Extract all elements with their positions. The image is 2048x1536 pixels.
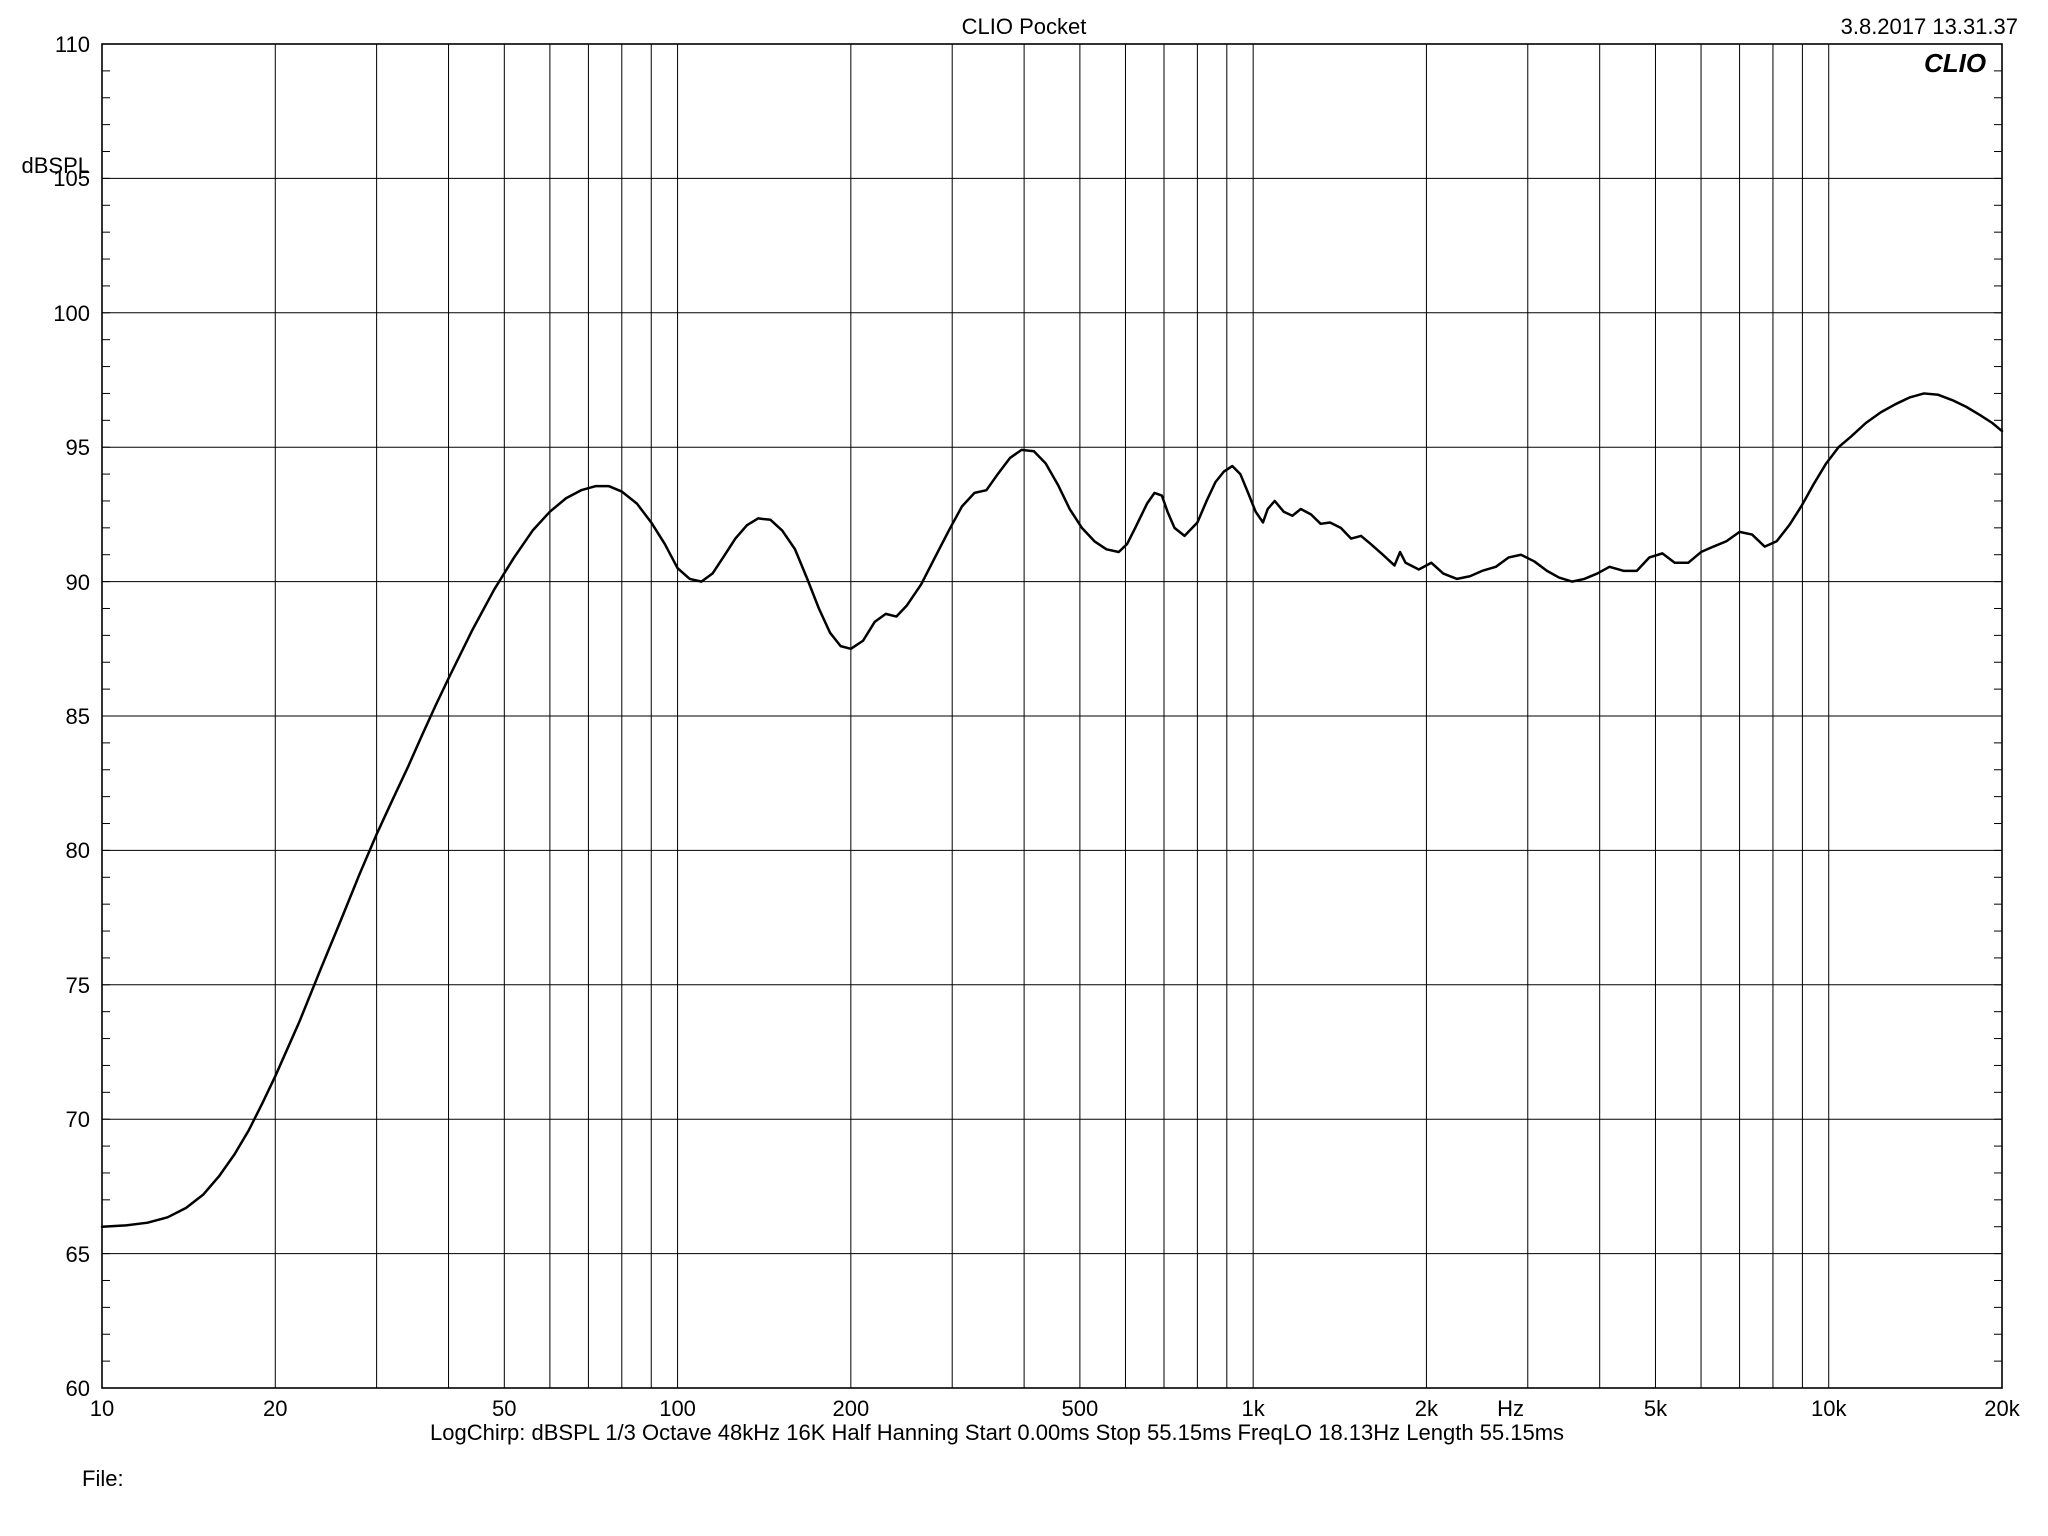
x-tick-label: 500 [1062,1396,1099,1422]
file-label: File: [82,1466,124,1492]
y-axis-unit: dBSPL [0,153,90,179]
y-tick-label: 95 [0,435,90,461]
y-tick-label: 90 [0,570,90,596]
y-tick-label: 110 [0,32,90,58]
x-tick-label: 20 [263,1396,287,1422]
x-tick-label: 10 [90,1396,114,1422]
frequency-response-chart [0,0,2048,1536]
y-tick-label: 75 [0,973,90,999]
x-tick-label: 100 [659,1396,696,1422]
chart-title: CLIO Pocket [0,14,2048,40]
y-tick-label: 85 [0,704,90,730]
x-tick-label: 2k [1415,1396,1438,1422]
y-tick-label: 80 [0,838,90,864]
clio-brand: CLIO [1924,48,1986,79]
y-tick-label: 65 [0,1242,90,1268]
measurement-info: LogChirp: dBSPL 1/3 Octave 48kHz 16K Hal… [430,1420,1564,1446]
x-tick-label: 10k [1811,1396,1846,1422]
x-tick-label: 1k [1242,1396,1265,1422]
x-tick-label: 50 [492,1396,516,1422]
y-tick-label: 100 [0,301,90,327]
timestamp-label: 3.8.2017 13.31.37 [1841,14,2018,40]
y-tick-label: 70 [0,1107,90,1133]
chart-container: { "header": { "title": "CLIO Pocket", "t… [0,0,2048,1536]
x-axis-unit: Hz [1497,1396,1524,1422]
y-tick-label: 60 [0,1376,90,1402]
x-tick-label: 20k [1984,1396,2019,1422]
x-tick-label: 200 [832,1396,869,1422]
x-tick-label: 5k [1644,1396,1667,1422]
